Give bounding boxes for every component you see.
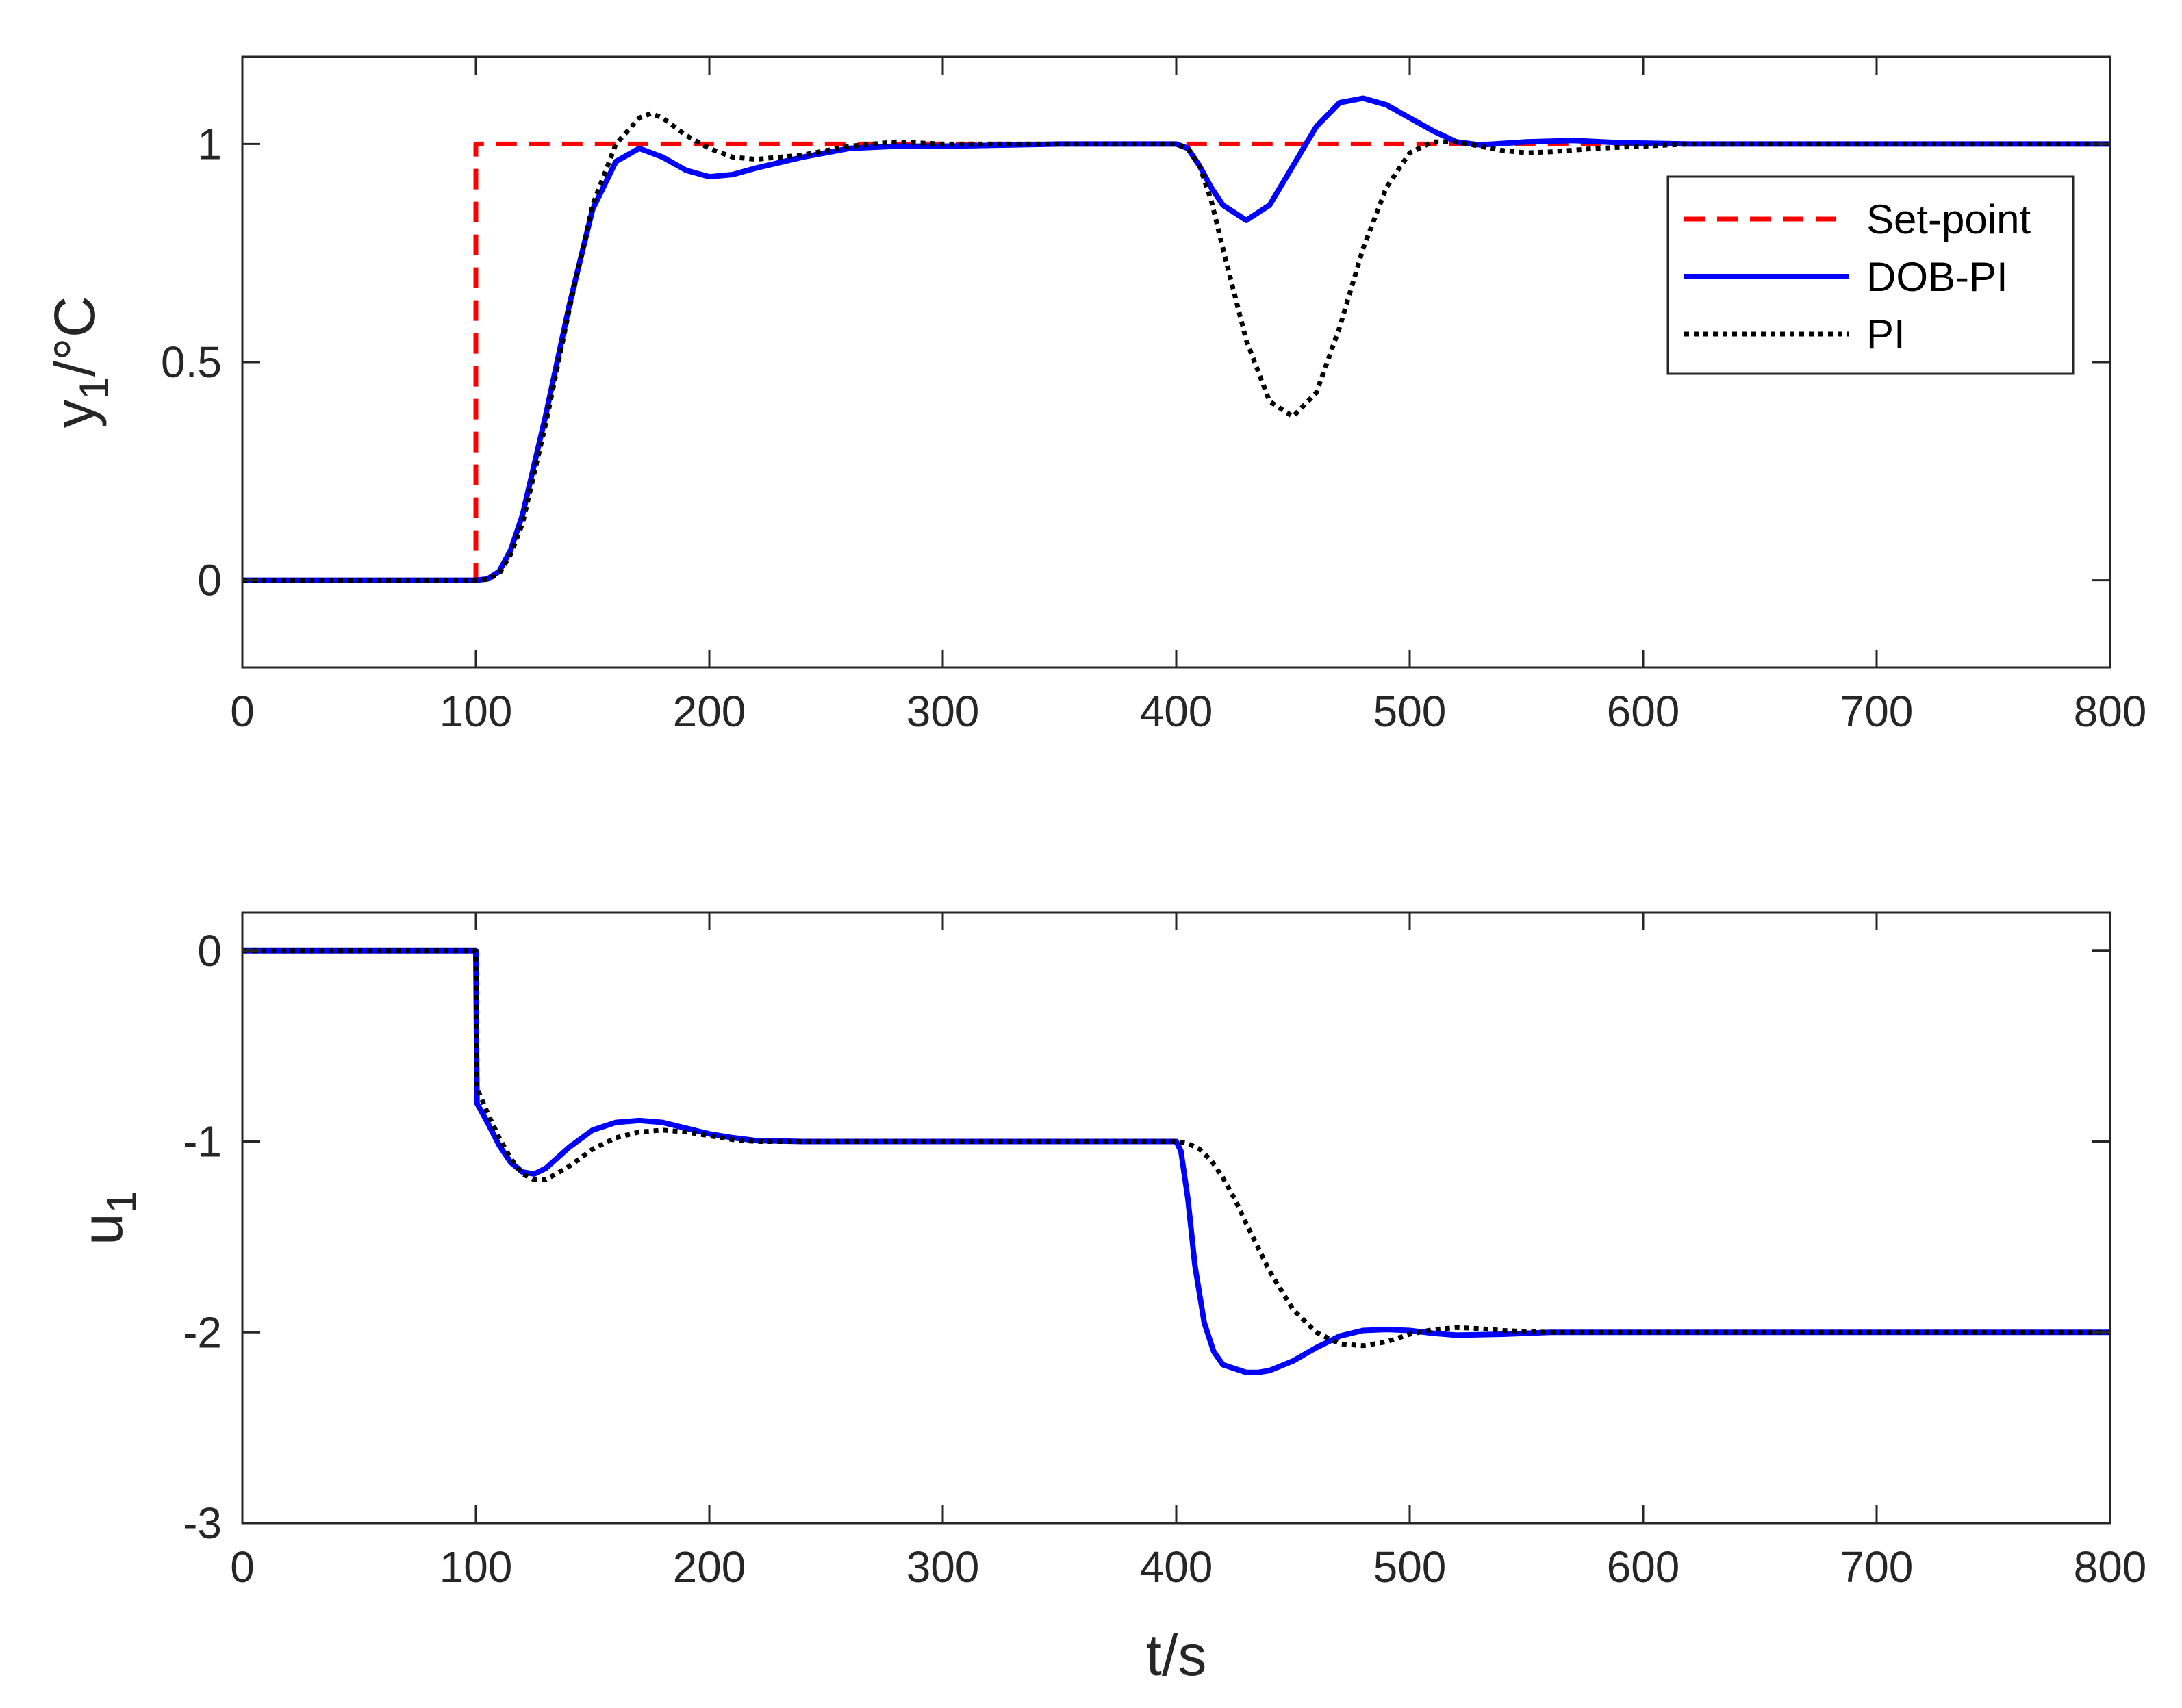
bottom-series-dob-pi [242, 947, 2110, 1375]
bottom-xlabel: t/s [1146, 1623, 1207, 1687]
bottom-panel: 0 100 200 300 400 500 600 700 800 0 -1 -2 -3 u1 t/s [70, 911, 2146, 1687]
legend-label: Set-point [1866, 196, 2031, 242]
top-y-tick-label: 0 [197, 556, 222, 605]
top-x-tick-label: 400 [1140, 687, 1213, 736]
bottom-ylabel: u1 [70, 1190, 144, 1245]
top-y-tick-label: 0.5 [161, 337, 222, 387]
bottom-y-tick-label: 0 [197, 926, 222, 976]
bottom-x-tick-label: 200 [673, 1542, 746, 1592]
bottom-y-tick-label: -1 [183, 1117, 222, 1167]
bottom-x-tick-label: 0 [230, 1542, 255, 1592]
bottom-x-tick-label: 700 [1840, 1542, 1914, 1592]
top-x-tick-label: 500 [1373, 687, 1447, 736]
legend-label: DOB-PI [1866, 254, 2008, 300]
bottom-series-layer [242, 947, 2110, 1375]
svg-text:y1/°C: y1/°C [42, 296, 117, 429]
svg-text:u1: u1 [70, 1190, 144, 1245]
bottom-x-tick-label: 400 [1140, 1542, 1213, 1592]
top-ylabel: y1/°C [42, 296, 117, 429]
top-x-tick-label: 600 [1607, 687, 1680, 736]
bottom-x-tick-label: 300 [906, 1542, 980, 1592]
bottom-x-tick-label: 500 [1373, 1542, 1447, 1592]
top-x-tick-label: 300 [906, 687, 980, 736]
top-series-pi [242, 111, 2110, 583]
top-ylabel-subscript: 1 [71, 377, 117, 399]
top-ticks: 0 100 200 300 400 500 600 700 800 0 0.5 1 [161, 57, 2146, 736]
bottom-y-tick-label: -3 [183, 1499, 222, 1548]
top-x-tick-label: 0 [230, 687, 255, 736]
top-x-tick-label: 200 [673, 687, 746, 736]
bottom-x-tick-label: 800 [2074, 1542, 2147, 1592]
bottom-x-tick-label: 100 [440, 1542, 513, 1592]
top-x-tick-label: 100 [440, 687, 513, 736]
top-ylabel-unit: /°C [42, 296, 107, 377]
bottom-series-pi [242, 948, 2110, 1349]
bottom-y-tick-label: -2 [183, 1308, 222, 1357]
top-x-tick-label: 800 [2074, 687, 2147, 736]
bottom-ylabel-subscript: 1 [99, 1190, 144, 1213]
top-x-tick-label: 700 [1840, 687, 1914, 736]
top-series-layer [242, 95, 2110, 583]
legend: Set-point DOB-PI PI [1666, 175, 2075, 375]
bottom-axes-frame [241, 911, 2111, 1525]
bottom-ylabel-main: u [70, 1213, 134, 1245]
top-y-tick-label: 1 [197, 119, 222, 168]
legend-label: PI [1866, 311, 1905, 357]
bottom-x-tick-label: 600 [1607, 1542, 1680, 1592]
bottom-ticks: 0 100 200 300 400 500 600 700 800 0 -1 -2 -3 [183, 913, 2146, 1592]
top-ylabel-main: y [42, 399, 107, 428]
